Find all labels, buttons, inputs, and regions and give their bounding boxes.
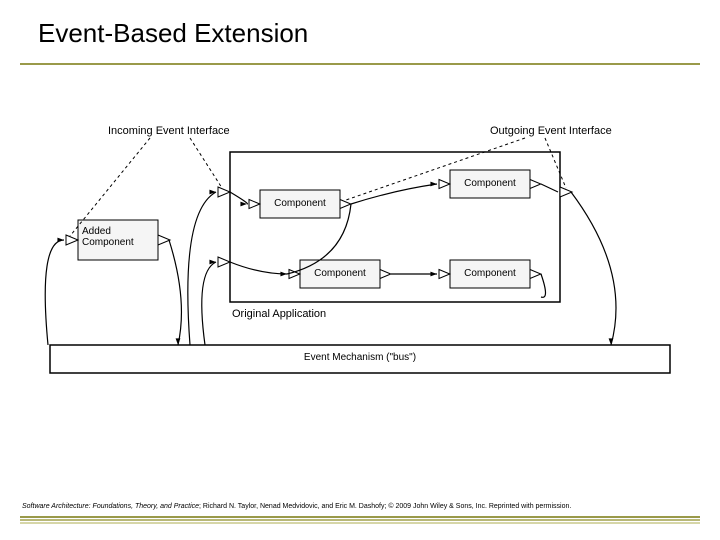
triangle-icon [439,270,450,279]
component-label: Component [260,198,340,209]
slide-header: Event-Based Extension [0,0,720,57]
original-application-label: Original Application [232,308,326,320]
title-underline [20,63,700,65]
component-label: Component [450,268,530,279]
footer-decorative-bars [20,516,700,526]
event-bus-label: Event Mechanism ("bus") [50,352,670,363]
triangle-icon [66,235,78,245]
footer-text: ; Richard N. Taylor, Nenad Medvidovic, a… [199,503,571,510]
footer-attribution: Software Architecture: Foundations, Theo… [22,503,571,510]
triangle-icon [439,180,450,189]
triangle-icon [380,270,391,279]
triangle-icon [249,200,260,209]
outgoing-interface-label: Outgoing Event Interface [490,125,612,137]
component-label: Component [300,268,380,279]
incoming-interface-label: Incoming Event Interface [108,125,230,137]
triangle-icon [340,200,351,209]
footer-book-title: Software Architecture: Foundations, Theo… [22,503,199,510]
triangle-icon [158,235,170,245]
triangle-icon [218,257,230,267]
triangle-icon [218,187,230,197]
triangle-icon [289,270,300,279]
triangle-icon [530,270,541,279]
original-application-container [230,152,560,302]
component-label: Component [450,178,530,189]
triangle-icon [530,180,541,189]
added-component-label: AddedComponent [82,226,154,248]
slide-title: Event-Based Extension [38,18,720,49]
triangle-icon [560,187,572,197]
